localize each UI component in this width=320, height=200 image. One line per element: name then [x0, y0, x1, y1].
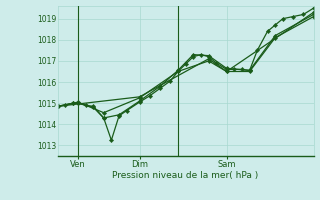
X-axis label: Pression niveau de la mer( hPa ): Pression niveau de la mer( hPa ) [112, 171, 259, 180]
